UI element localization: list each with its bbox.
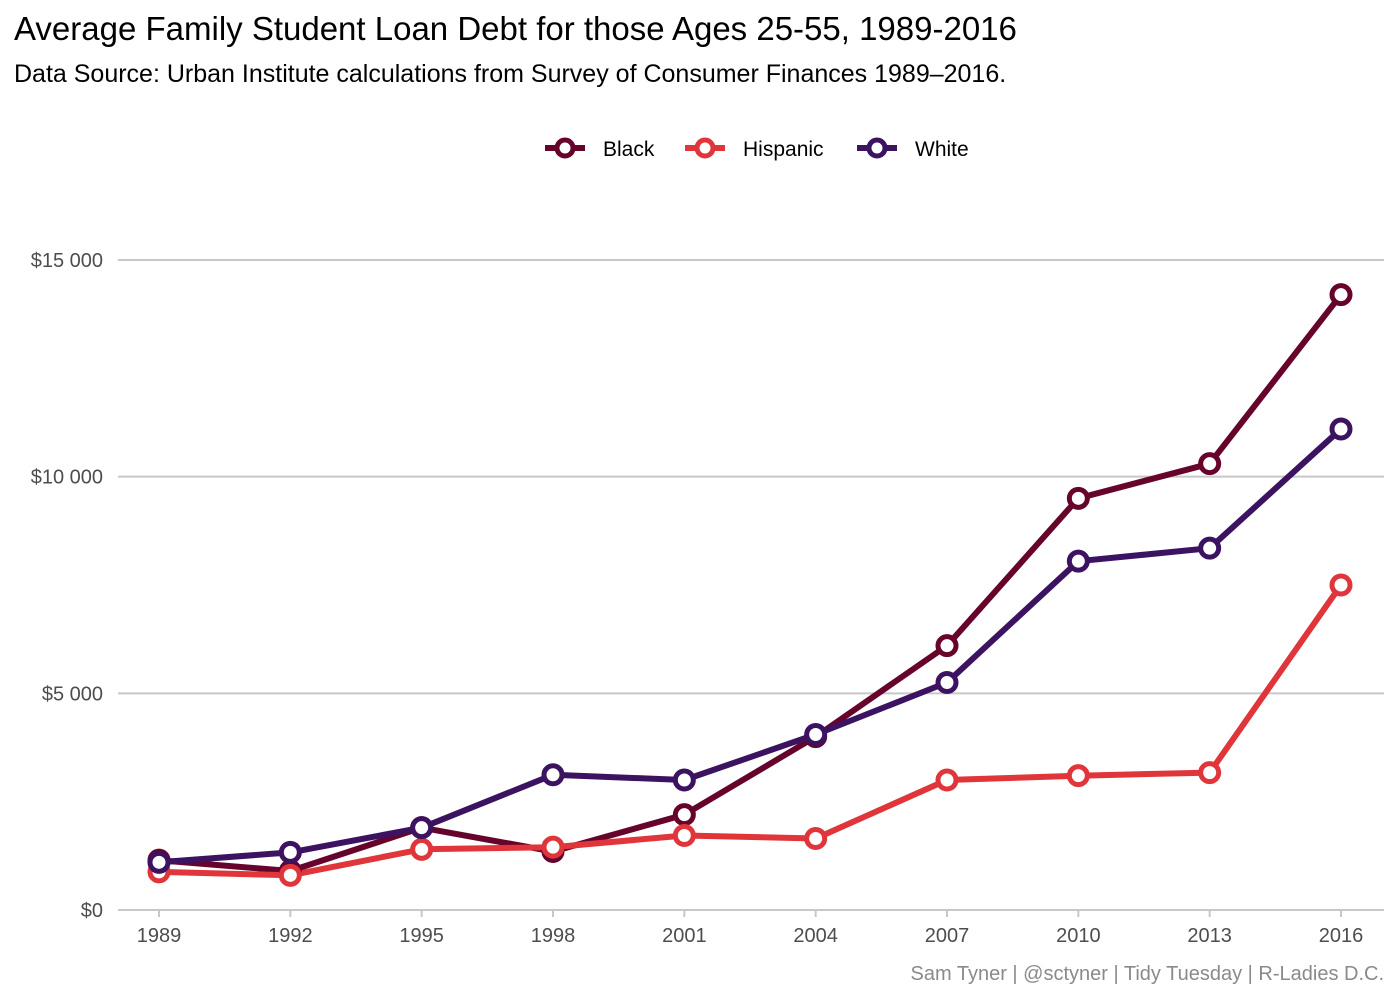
x-axis: 1989 1992 1995 1998 2001 2004 2007 2010 2013 2016	[137, 910, 1364, 947]
data-point-white	[935, 671, 959, 694]
x-tick-label: 2016	[1319, 925, 1364, 947]
legend-key-point-black	[554, 137, 576, 159]
legend-label-white: White	[915, 138, 969, 161]
x-tick-label: 2007	[925, 925, 970, 947]
legend-key-point-hispanic	[694, 137, 716, 159]
y-tick-label: $15 000	[31, 250, 103, 272]
x-tick-label: 1989	[137, 925, 182, 947]
data-point-hispanic	[1198, 761, 1222, 785]
y-tick-label: $0	[81, 900, 103, 922]
data-point-white	[410, 816, 434, 840]
data-point-hispanic	[804, 827, 828, 850]
data-point-white	[672, 768, 696, 792]
data-point-white	[147, 850, 171, 874]
legend-label-black: Black	[603, 138, 655, 161]
data-point-black	[1329, 283, 1353, 307]
x-tick-label: 1998	[531, 925, 576, 947]
x-tick-label: 2013	[1187, 925, 1232, 947]
data-point-black	[1066, 486, 1090, 510]
x-tick-label: 2004	[793, 925, 838, 947]
data-point-black	[1198, 452, 1222, 476]
data-point-white	[1329, 417, 1353, 441]
series-lines	[156, 291, 1344, 879]
legend-key-point-white	[866, 137, 888, 159]
series-points	[147, 283, 1353, 887]
data-point-white	[541, 763, 565, 787]
y-axis: $0 $5 000 $10 000 $15 000	[31, 250, 103, 922]
x-tick-label: 2010	[1056, 925, 1101, 947]
gridlines	[118, 259, 1384, 911]
x-tick-label: 1995	[399, 925, 444, 947]
y-tick-label: $5 000	[42, 683, 103, 705]
data-point-hispanic	[278, 863, 302, 887]
data-point-hispanic	[1329, 573, 1353, 597]
data-point-hispanic	[1066, 764, 1090, 788]
data-point-white	[278, 840, 302, 864]
data-point-black	[672, 803, 696, 827]
x-tick-label: 2001	[662, 925, 707, 947]
x-tick-label: 1992	[268, 925, 313, 947]
legend: Black Hispanic White	[545, 137, 969, 161]
series-line-white	[156, 426, 1344, 866]
data-point-hispanic	[935, 768, 959, 792]
chart-title: Average Family Student Loan Debt for tho…	[14, 10, 1017, 47]
data-point-black	[935, 634, 959, 658]
data-point-white	[1066, 549, 1090, 573]
series-line-black	[156, 291, 1344, 874]
data-point-hispanic	[410, 837, 434, 861]
data-point-white	[1198, 536, 1222, 560]
chart-caption: Sam Tyner | @sctyner | Tidy Tuesday | R-…	[910, 963, 1384, 985]
series-line-hispanic	[156, 582, 1344, 879]
data-point-hispanic	[541, 835, 565, 859]
chart-subtitle: Data Source: Urban Institute calculation…	[14, 60, 1007, 88]
legend-label-hispanic: Hispanic	[743, 138, 824, 161]
y-tick-label: $10 000	[31, 467, 103, 489]
data-point-hispanic	[672, 823, 696, 847]
data-point-white	[804, 723, 828, 746]
